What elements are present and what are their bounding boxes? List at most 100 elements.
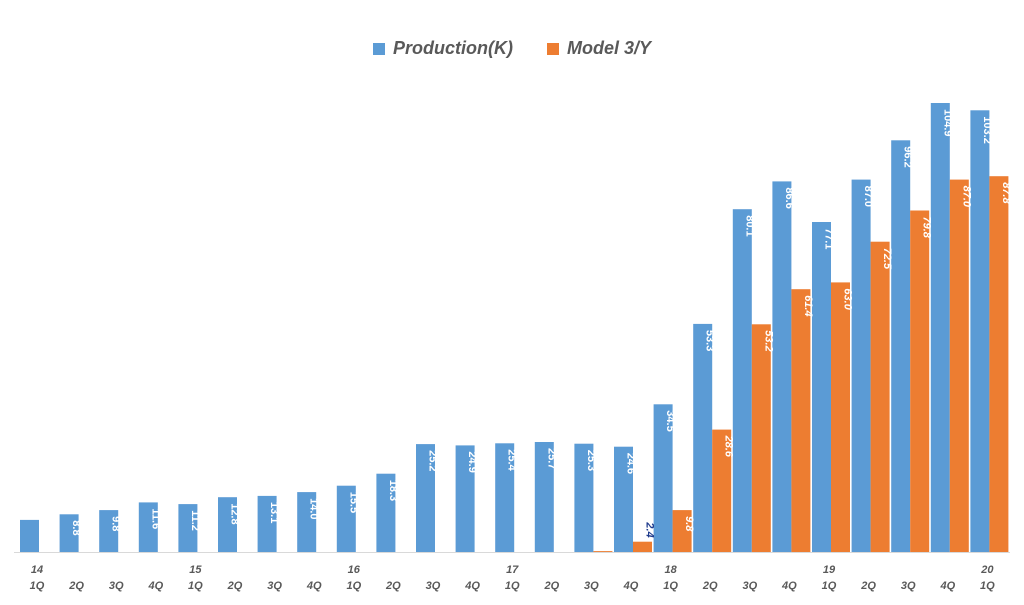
bar-model3y-17 [712, 429, 732, 552]
x-tick-quarter-9: 2Q [385, 580, 401, 592]
bar-production-4 [178, 504, 198, 552]
x-tick-quarter-14: 3Q [584, 580, 599, 592]
x-tick-quarter-23: 4Q [939, 580, 955, 592]
x-tick-quarter-20: 1Q [822, 580, 837, 592]
legend-item-model3y: Model 3/Y [546, 38, 651, 59]
label-production-3: 11.6 [149, 508, 161, 529]
label-production-6: 13.1 [268, 502, 280, 523]
x-tick-quarter-3: 4Q [147, 580, 163, 592]
label-model3y-18: 53.2 [762, 330, 774, 351]
legend-swatch-model3y [546, 42, 559, 55]
label-production-17: 53.3 [704, 330, 716, 351]
bar-production-0 [20, 519, 39, 552]
bar-production-13 [534, 442, 554, 552]
label-model3y-21: 72.5 [881, 248, 893, 270]
x-tick-quarter-0: 1Q [30, 580, 45, 592]
bar-production-22 [891, 140, 911, 553]
label-production-11: 24.9 [466, 451, 478, 472]
label-production-2: 9.8 [110, 516, 122, 531]
label-production-18: 80.1 [743, 215, 755, 236]
bar-production-19 [772, 181, 792, 552]
legend-label-model3y: Model 3/Y [566, 38, 651, 58]
bar-production-21 [851, 179, 871, 552]
legend-swatch-production [373, 42, 385, 55]
x-tick-quarter-17: 2Q [702, 580, 718, 592]
x-tick-quarter-13: 2Q [543, 580, 559, 592]
bar-production-6 [257, 495, 277, 552]
label-model3y-23: 87.0 [960, 186, 972, 208]
label-production-14: 25.3 [585, 450, 597, 471]
bar-production-12 [495, 443, 515, 552]
x-tick-quarter-7: 4Q [306, 580, 322, 592]
label-production-24: 103.2 [981, 116, 993, 144]
label-model3y-20: 63.0 [842, 288, 854, 310]
label-production-22: 96.2 [902, 146, 914, 167]
x-tick-quarter-21: 2Q [860, 580, 876, 592]
bar-production-1 [59, 514, 79, 552]
label-production-19: 86.6 [783, 187, 795, 208]
label-model3y-17: 28.6 [723, 435, 735, 458]
bar-production-18 [732, 209, 752, 552]
legend: Production(K) Model 3/Y [0, 38, 1024, 59]
bar-production-8 [336, 485, 356, 552]
x-tick-quarter-22: 3Q [901, 580, 916, 592]
x-tick-quarter-5: 2Q [227, 580, 243, 592]
bar-model3y-22 [910, 210, 930, 552]
x-tick-quarter-2: 3Q [109, 580, 124, 592]
label-model3y-16: 9.8 [683, 516, 695, 532]
bar-model3y-24 [989, 176, 1009, 552]
label-production-23: 104.9 [941, 109, 953, 137]
label-production-15: 24.6 [625, 453, 637, 474]
bar-production-20 [812, 222, 831, 552]
x-tick-year-0: 14 [31, 564, 43, 576]
bar-production-2 [99, 510, 119, 552]
bar-production-3 [138, 502, 158, 552]
bar-production-9 [376, 473, 396, 552]
bar-model3y-21 [870, 241, 890, 552]
bar-model3y-18 [751, 324, 771, 552]
legend-item-production: Production(K) [373, 38, 513, 59]
label-production-1: 8.8 [70, 520, 82, 535]
x-tick-quarter-15: 4Q [623, 580, 639, 592]
x-tick-year-20: 19 [823, 564, 836, 576]
label-model3y-24: 87.8 [1000, 182, 1012, 204]
legend-label-production: Production(K) [393, 38, 513, 58]
label-production-10: 25.2 [427, 450, 439, 471]
x-tick-quarter-4: 1Q [188, 580, 203, 592]
x-tick-year-4: 15 [189, 564, 202, 576]
label-production-20: 77.1 [823, 228, 835, 249]
x-tick-quarter-19: 4Q [781, 580, 797, 592]
bar-production-14 [574, 443, 594, 552]
bar-production-24 [970, 110, 990, 553]
x-tick-quarter-12: 1Q [505, 580, 520, 592]
x-tick-quarter-11: 4Q [464, 580, 480, 592]
x-tick-quarter-10: 3Q [426, 580, 441, 592]
x-tick-quarter-8: 1Q [346, 580, 361, 592]
bar-model3y-15 [633, 541, 652, 552]
label-production-8: 15.5 [347, 492, 359, 513]
x-tick-quarter-1: 2Q [68, 580, 84, 592]
bar-production-23 [930, 103, 950, 552]
x-tick-year-24: 20 [980, 564, 994, 576]
x-tick-year-8: 16 [348, 564, 361, 576]
x-tick-quarter-18: 3Q [742, 580, 757, 592]
x-tick-quarter-6: 3Q [267, 580, 282, 592]
label-production-12: 25.4 [506, 449, 518, 471]
label-model3y-19: 61.4 [802, 295, 814, 316]
bar-production-11 [455, 445, 475, 552]
bar-model3y-14 [593, 551, 613, 552]
bar-production-5 [218, 497, 237, 552]
bar-production-10 [416, 444, 435, 552]
label-production-9: 18.3 [387, 480, 399, 501]
bar-production-17 [693, 323, 713, 552]
bar-model3y-16 [672, 510, 692, 552]
x-tick-year-12: 17 [506, 564, 519, 576]
bar-production-7 [297, 492, 317, 552]
label-production-21: 87.0 [862, 186, 874, 207]
bar-production-15 [614, 446, 633, 552]
x-tick-quarter-24: 1Q [980, 580, 995, 592]
label-model3y-15: 2.4 [644, 521, 656, 537]
label-production-13: 25.7 [545, 448, 557, 469]
